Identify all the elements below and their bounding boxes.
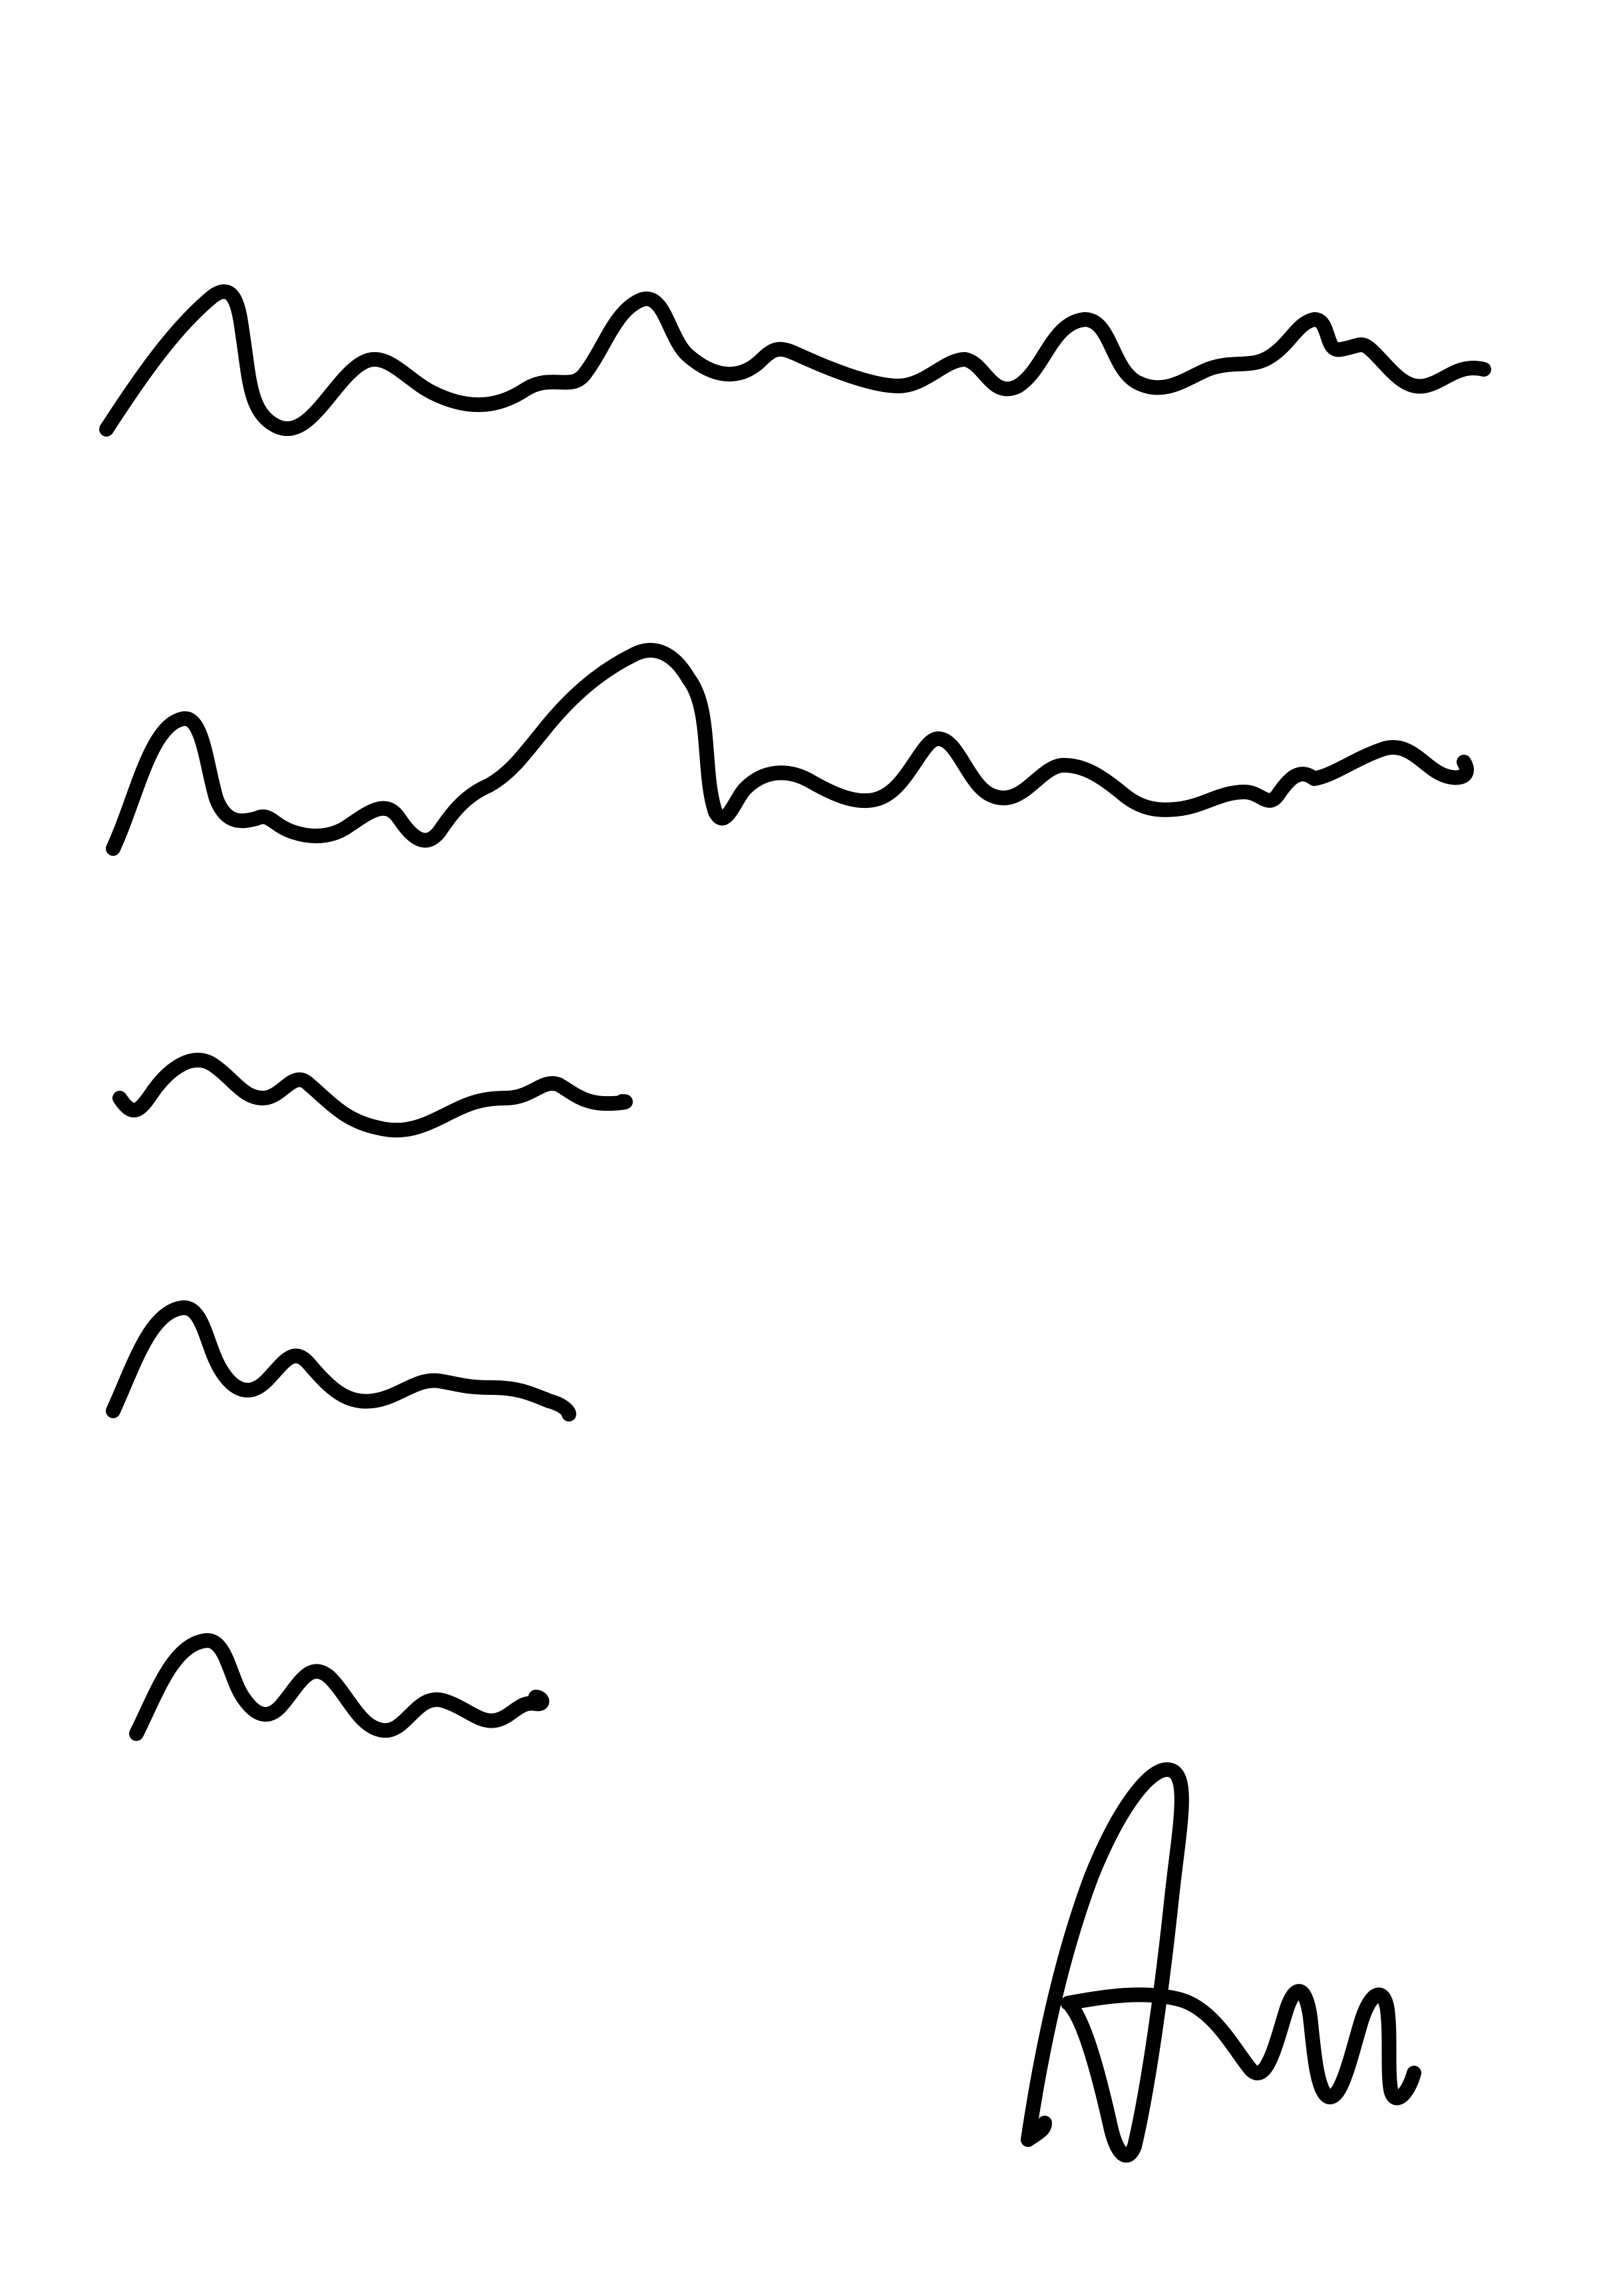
scribble-stroke: [112, 1052, 633, 1138]
signature-crossbar-stroke: [1061, 1984, 1421, 2106]
signature-mark: [1021, 1762, 1421, 2163]
signature-tail-stroke: [1021, 2116, 1052, 2147]
scribble-line-3: [112, 1052, 633, 1138]
scribble-line-4: [106, 1300, 576, 1422]
scribble-line-2: [106, 643, 1474, 856]
scribble-stroke: [106, 643, 1474, 856]
signature-a-stroke: [1021, 1762, 1189, 2163]
scribble-line-5: [129, 1633, 550, 1741]
scribble-line-1: [99, 284, 1491, 437]
scribble-stroke: [129, 1633, 550, 1741]
scribble-stroke: [99, 284, 1491, 437]
scribble-stroke: [106, 1300, 576, 1422]
